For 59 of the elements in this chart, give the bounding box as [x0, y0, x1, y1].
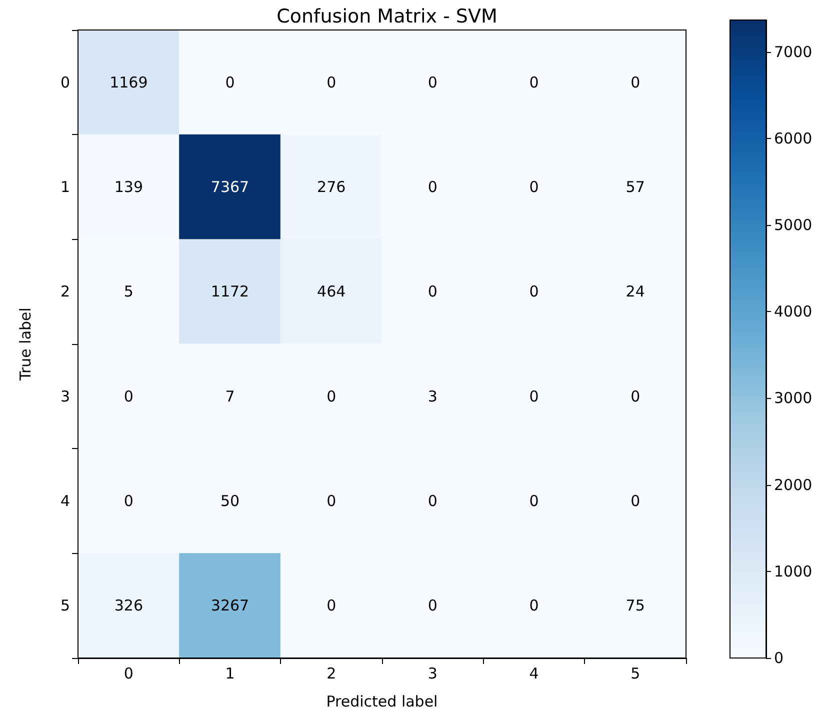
x-tick-label: 5 [630, 664, 640, 682]
data-label: 7 [225, 387, 235, 406]
data-label: 0 [529, 73, 539, 92]
data-label: 0 [428, 73, 438, 92]
color-bar-label: 5000 [774, 216, 812, 234]
data-label: 0 [326, 387, 336, 406]
color-bar-label: 0 [774, 649, 784, 667]
y-tick-label: 5 [60, 596, 70, 615]
data-label: 0 [529, 282, 539, 301]
data-label: 1169 [110, 73, 148, 92]
y-tick-label: 4 [60, 492, 70, 510]
data-label: 0 [326, 492, 336, 510]
data-label: 0 [124, 387, 134, 406]
x-tick-label: 3 [428, 664, 438, 682]
data-label: 0 [326, 73, 336, 92]
data-label: 5 [124, 282, 134, 301]
data-label: 0 [428, 596, 438, 615]
data-label: 326 [114, 596, 143, 615]
data-label: 464 [317, 282, 346, 301]
data-label: 0 [124, 492, 134, 510]
data-label: 24 [626, 282, 645, 301]
y-axis-title: True label [16, 308, 34, 382]
data-label: 7367 [210, 178, 250, 196]
data-label: 75 [626, 596, 645, 615]
data-label: 0 [529, 492, 539, 510]
data-label: 0 [225, 73, 235, 92]
data-label: 0 [428, 492, 438, 510]
data-label: 3267 [210, 596, 250, 615]
x-tick-label: 4 [529, 664, 539, 682]
color-bar-label: 3000 [774, 389, 812, 408]
y-tick-label: 3 [60, 387, 70, 406]
x-tick-label: 1 [225, 664, 235, 682]
y-tick-label: 0 [60, 73, 70, 92]
color-bar-label: 2000 [774, 476, 812, 494]
chart-title: Confusion Matrix - SVM [276, 6, 498, 28]
color-bar-label: 6000 [774, 129, 812, 148]
y-tick-label: 1 [60, 178, 70, 196]
data-label: 0 [630, 73, 640, 92]
x-axis-title: Predicted label [326, 692, 438, 710]
data-label: 139 [114, 178, 143, 196]
data-label: 57 [626, 178, 645, 196]
data-label: 0 [529, 596, 539, 615]
data-label: 50 [220, 492, 240, 510]
data-label: 0 [326, 596, 336, 615]
data-label: 1172 [210, 282, 250, 301]
data-label: 276 [317, 178, 346, 196]
data-label: 0 [630, 387, 640, 406]
y-tick-label: 2 [60, 282, 70, 301]
data-label: 0 [630, 492, 640, 510]
data-label: 0 [428, 282, 438, 301]
color-bar-label: 4000 [774, 302, 812, 321]
data-label: 0 [428, 178, 438, 196]
data-label: 3 [428, 387, 438, 406]
color-bar-label: 1000 [774, 562, 812, 580]
x-tick-label: 0 [124, 664, 134, 682]
color-bar-label: 7000 [774, 42, 812, 61]
x-tick-label: 2 [326, 664, 336, 682]
data-label: 0 [529, 387, 539, 406]
data-label: 0 [529, 178, 539, 196]
